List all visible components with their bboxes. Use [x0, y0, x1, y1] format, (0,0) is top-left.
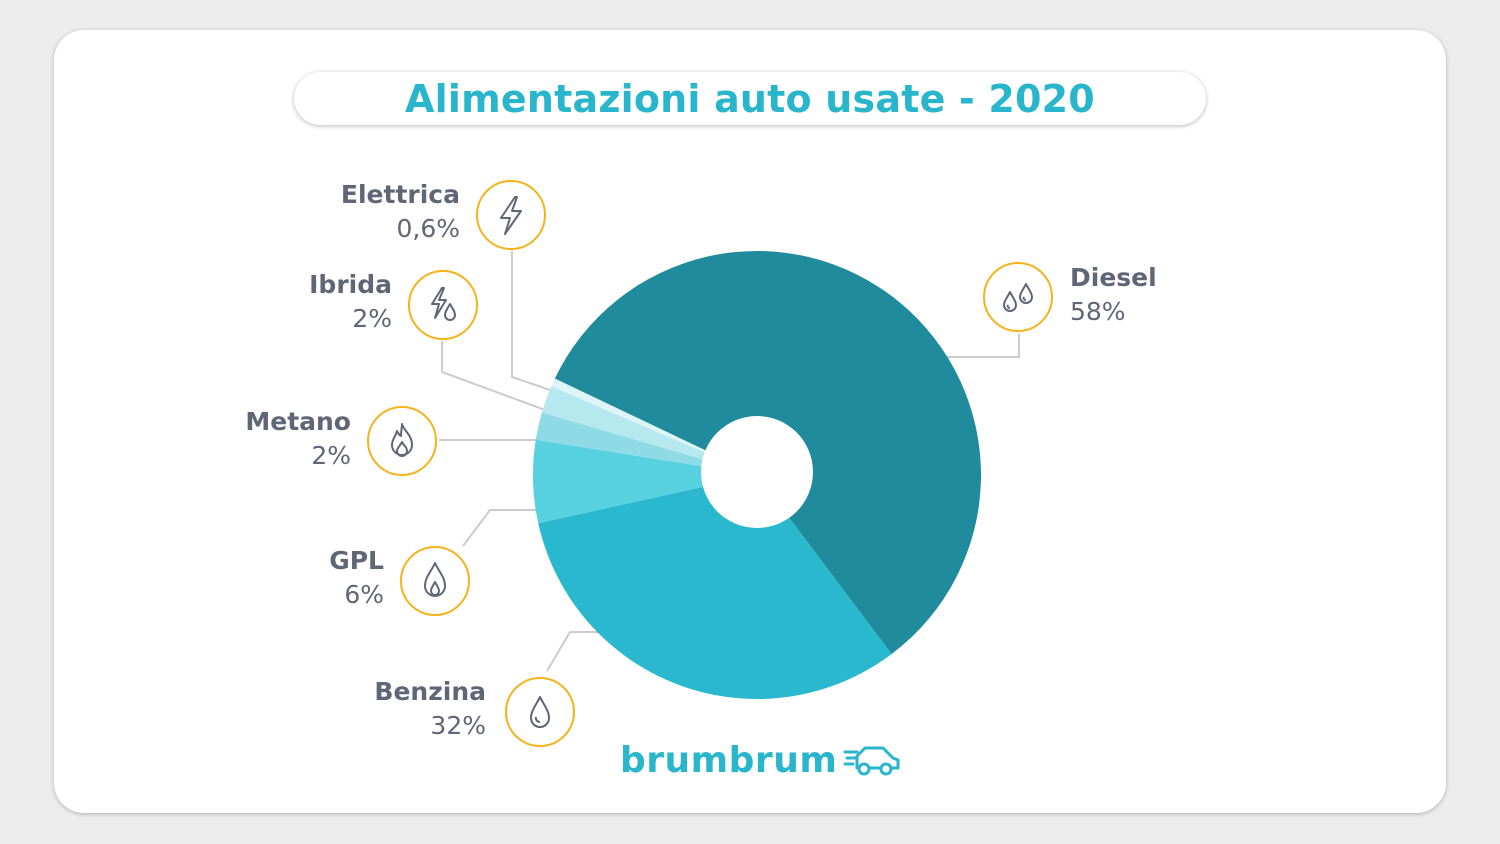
- label-ibrida: Ibrida 2%: [309, 268, 392, 336]
- label-gpl-name: GPL: [329, 546, 384, 575]
- leader-line-elettrica: [511, 251, 554, 392]
- slice-metano: [535, 412, 757, 475]
- label-diesel-name: Diesel: [1070, 263, 1157, 292]
- label-elettrica: Elettrica 0,6%: [341, 178, 460, 246]
- drop-icon: [530, 696, 550, 728]
- leader-lines: [439, 251, 1020, 672]
- donut-hole: [701, 416, 813, 528]
- drop-icon-circle: [505, 677, 575, 747]
- slice-benzina: [538, 475, 892, 700]
- label-ibrida-name: Ibrida: [309, 270, 392, 299]
- label-elettrica-value: 0,6%: [396, 214, 460, 243]
- leader-line-gpl: [462, 509, 538, 547]
- brand-name: brumbrum: [620, 739, 838, 781]
- label-metano-value: 2%: [311, 441, 351, 470]
- bolt-icon-circle: [476, 180, 546, 250]
- leader-line-diesel: [947, 334, 1020, 358]
- slice-gpl: [532, 439, 757, 524]
- leader-line-benzina: [546, 631, 598, 672]
- double-drop-icon-circle: [983, 262, 1053, 332]
- title-pill: Alimentazioni auto usate - 2020: [294, 72, 1206, 125]
- label-metano: Metano 2%: [245, 405, 351, 473]
- label-ibrida-value: 2%: [352, 304, 392, 333]
- brand-logo: brumbrum: [620, 736, 901, 784]
- label-elettrica-name: Elettrica: [340, 180, 460, 209]
- gas-flame-icon: [424, 562, 446, 597]
- label-diesel: Diesel 58%: [1070, 261, 1157, 329]
- label-gpl: GPL 6%: [329, 544, 384, 612]
- fire-icon: [391, 423, 413, 457]
- car-speed-icon: [843, 746, 900, 776]
- bolt-drop-icon: [431, 287, 456, 321]
- label-metano-name: Metano: [245, 407, 351, 436]
- bolt-drop-icon-circle: [408, 270, 478, 340]
- label-diesel-value: 58%: [1070, 297, 1126, 326]
- label-benzina: Benzina 32%: [374, 675, 486, 743]
- bolt-icon: [500, 196, 522, 235]
- chart-title: Alimentazioni auto usate - 2020: [405, 76, 1095, 121]
- fire-icon-circle: [367, 406, 437, 476]
- label-benzina-value: 32%: [430, 711, 486, 740]
- leader-line-ibrida: [441, 341, 546, 411]
- double-drop-icon: [1003, 283, 1033, 312]
- label-gpl-value: 6%: [344, 580, 384, 609]
- gas-flame-icon-circle: [400, 546, 470, 616]
- slice-ibrida: [541, 386, 757, 475]
- label-benzina-name: Benzina: [374, 677, 486, 706]
